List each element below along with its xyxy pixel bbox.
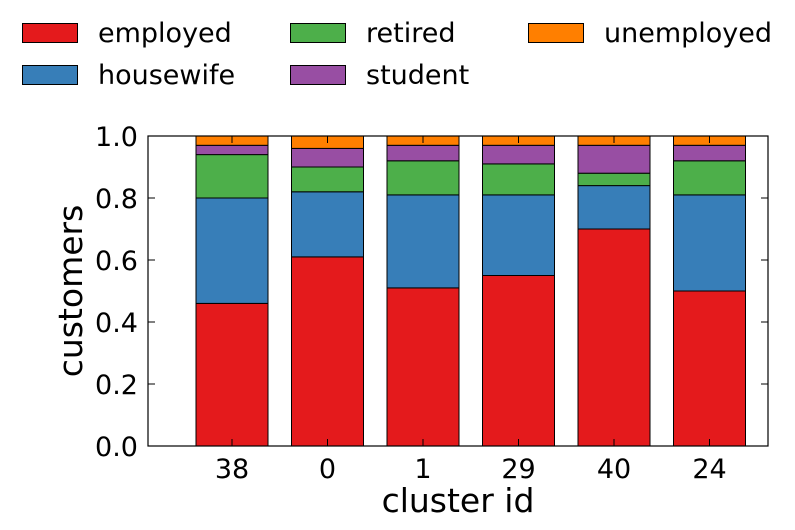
y-tick-label-5: 1.0 [95,122,138,153]
legend-swatch-housewife [22,65,78,85]
bar-segment-employed-29 [482,275,555,447]
legend-swatch-employed [22,23,78,43]
legend-item-unemployed: unemployed [528,17,773,49]
legend-label-housewife: housewife [98,59,236,91]
bar-segment-housewife-1 [386,194,460,289]
legend-label-unemployed: unemployed [604,17,773,49]
bar-segment-student-40 [577,144,651,174]
plot-frame [147,135,769,447]
x-axis-label: cluster id [382,481,535,520]
x-tick-label-38: 38 [215,454,249,485]
x-axis: 38 0 1 29 40 24 [215,136,727,485]
legend-label-retired: retired [366,17,456,49]
y-tick-label-2: 0.4 [95,308,138,339]
bar-segment-employed-1 [386,287,460,447]
bar-segment-student-1 [386,144,460,162]
legend-swatch-retired [290,23,346,43]
bar-segment-retired-0 [291,166,364,193]
bar-segment-employed-38 [195,302,269,447]
x-tick-label-0: 0 [319,454,336,485]
legend: employed housewife retired student unemp… [0,0,795,100]
y-tick-label-1: 0.2 [95,370,138,401]
legend-item-employed: employed [22,17,232,49]
x-tick-label-29: 29 [501,454,535,485]
legend-swatch-student [290,65,346,85]
bar-segment-student-38 [195,144,269,156]
y-tick-label-4: 0.8 [95,184,138,215]
bar-segment-employed-40 [577,228,651,447]
bar-segment-retired-29 [482,163,555,196]
legend-swatch-unemployed [528,23,584,43]
legend-label-employed: employed [98,17,232,49]
bar-segment-retired-40 [577,172,651,187]
legend-item-student: student [290,59,470,91]
y-axis: 0.0 0.2 0.4 0.6 0.8 1.0 [95,122,768,463]
bar-segment-retired-24 [673,160,746,196]
y-axis-label: customers [51,205,90,378]
x-tick-label-40: 40 [597,454,631,485]
y-tick-label-0: 0.0 [95,432,138,463]
bar-segment-student-0 [291,147,364,168]
bar-segment-housewife-24 [673,194,746,292]
bar-segment-housewife-38 [195,197,269,304]
x-tick-label-24: 24 [692,454,726,485]
legend-item-retired: retired [290,17,456,49]
y-tick-label-3: 0.6 [95,246,138,277]
bar-segment-retired-1 [386,160,460,196]
bar-segment-housewife-29 [482,194,555,276]
bar-segment-student-29 [482,144,555,165]
bar-segment-retired-38 [195,154,269,199]
legend-label-student: student [366,59,470,91]
legend-item-housewife: housewife [22,59,236,91]
bar-segment-student-24 [673,144,746,162]
bars-group [195,135,746,447]
bar-segment-housewife-0 [291,191,364,258]
bar-segment-employed-24 [673,290,746,447]
x-tick-label-1: 1 [414,454,431,485]
bar-segment-housewife-40 [577,185,651,230]
bar-segment-employed-0 [291,256,364,447]
